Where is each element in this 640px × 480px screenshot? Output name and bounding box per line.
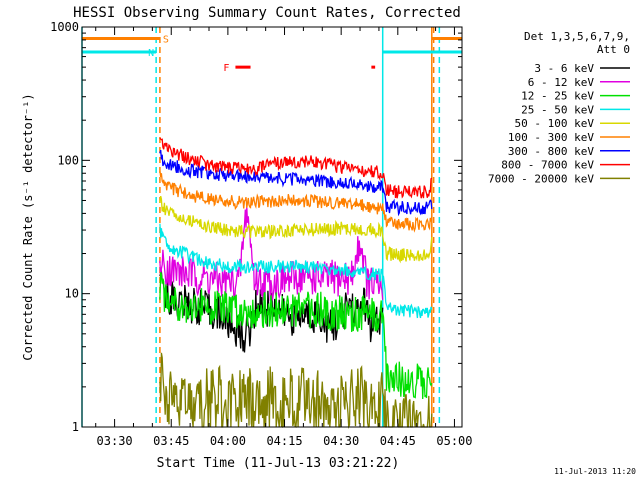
legend-label: 100 - 300 keV xyxy=(508,131,594,144)
chart-title: HESSI Observing Summary Count Rates, Cor… xyxy=(73,5,461,21)
y-tick-label: 100 xyxy=(57,153,79,167)
flag-label-N: N xyxy=(148,48,154,59)
y-tick-label: 1 xyxy=(72,420,79,434)
legend-label: 25 - 50 keV xyxy=(521,103,594,116)
legend-label: 7000 - 20000 keV xyxy=(488,172,594,185)
series-line-7 xyxy=(159,137,433,199)
y-axis-label: Corrected Count Rate (s⁻¹ detector⁻¹) xyxy=(21,93,35,360)
x-tick-label: 03:30 xyxy=(97,434,133,448)
legend-header-line2: Att 0 xyxy=(597,43,630,56)
legend-label: 12 - 25 keV xyxy=(521,90,594,103)
flag-label-S: S xyxy=(163,34,169,45)
x-tick-label: 03:45 xyxy=(153,434,189,448)
x-tick-label: 05:00 xyxy=(436,434,472,448)
legend-label: 50 - 100 keV xyxy=(515,117,595,130)
legend-label: 800 - 7000 keV xyxy=(501,159,594,172)
series-line-5 xyxy=(159,170,433,233)
x-tick-label: 04:30 xyxy=(323,434,359,448)
series-line-8 xyxy=(159,352,433,429)
y-tick-label: 10 xyxy=(65,287,79,301)
series-line-4 xyxy=(159,195,433,264)
footer-timestamp: 11-Jul-2013 11:20 xyxy=(554,467,636,476)
y-tick-label: 1000 xyxy=(50,20,79,34)
x-tick-label: 04:00 xyxy=(210,434,246,448)
x-tick-label: 04:15 xyxy=(266,434,302,448)
plot-area: NS F xyxy=(81,27,462,429)
x-axis: 03:30 03:45 04:00 04:15 04:30 04:45 05:00 xyxy=(95,27,473,448)
y-axis: 1 10 100 1000 xyxy=(50,20,462,434)
series-line-3 xyxy=(159,223,433,319)
legend-label: 3 - 6 keV xyxy=(534,62,594,75)
series-line-2 xyxy=(159,272,433,400)
x-tick-label: 04:45 xyxy=(380,434,416,448)
legend-label: 300 - 800 keV xyxy=(508,145,594,158)
flag-label-F: F xyxy=(223,63,229,74)
plot-frame xyxy=(81,26,463,428)
x-axis-label: Start Time (11-Jul-13 03:21:22) xyxy=(157,456,400,471)
legend-header-line1: Det 1,3,5,6,7,9, xyxy=(524,30,630,43)
legend-label: 6 - 12 keV xyxy=(528,76,595,89)
